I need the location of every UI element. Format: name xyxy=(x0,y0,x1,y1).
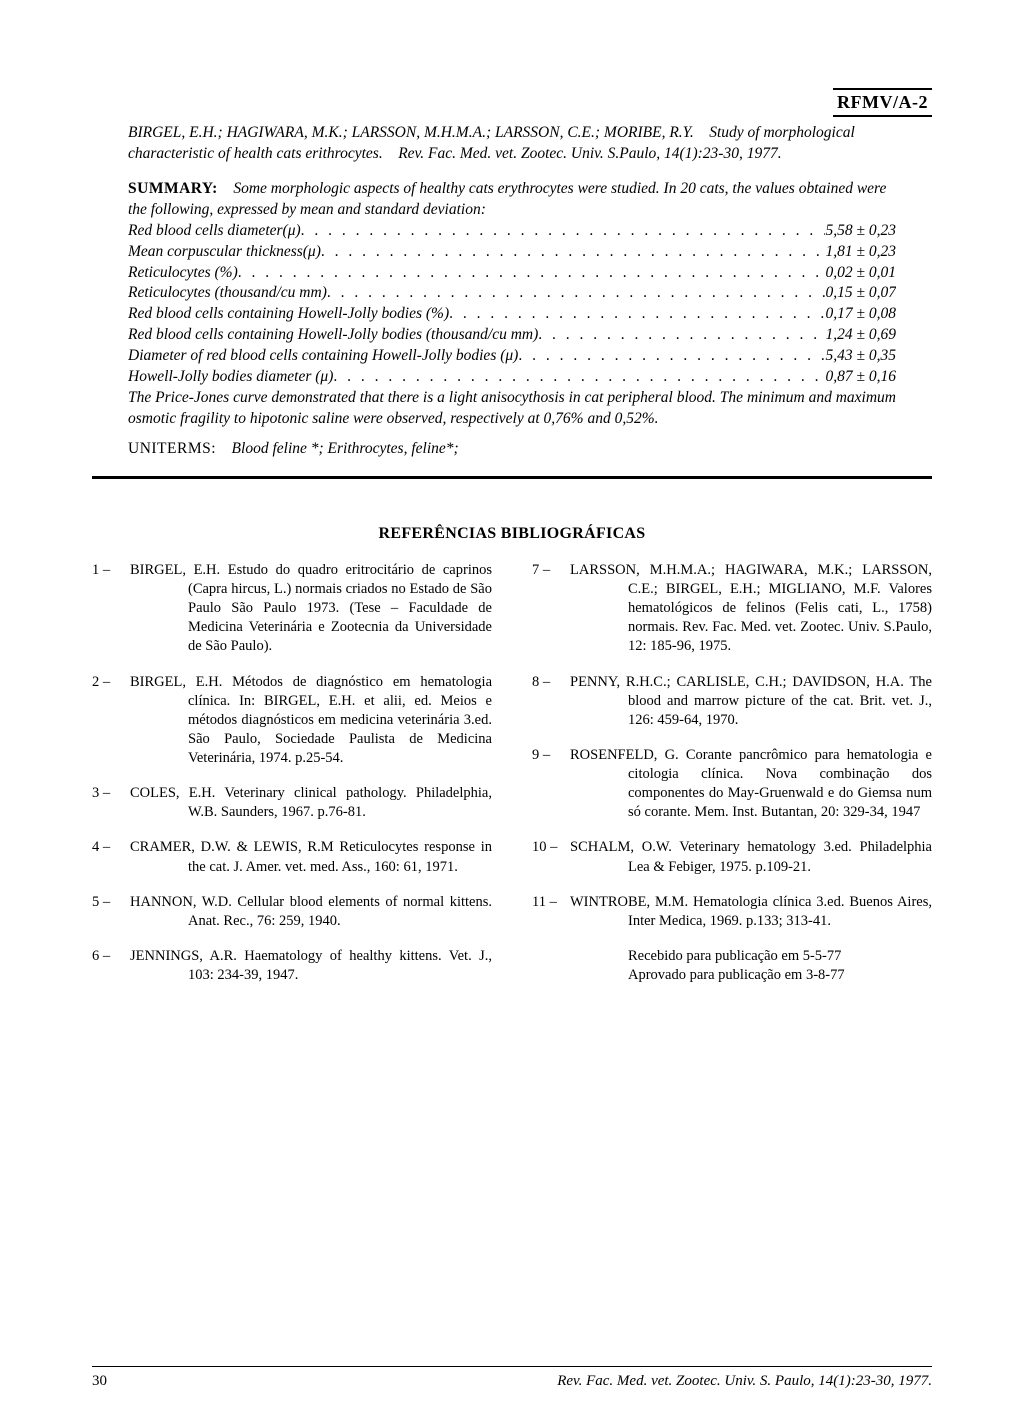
dot-leader: . . . . . . . . . . . . . . . . . . . . … xyxy=(321,242,826,263)
summary-intro: Some morphologic aspects of healthy cats… xyxy=(128,180,886,218)
reference-item: 4 –CRAMER, D.W. & LEWIS, R.M Reticulocyt… xyxy=(92,838,492,876)
footer: 30 Rev. Fac. Med. vet. Zootec. Univ. S. … xyxy=(92,1366,932,1390)
dot-leader: . . . . . . . . . . . . . . . . . . . . … xyxy=(301,221,826,242)
summary-intro-line: SUMMARY: Some morphologic aspects of hea… xyxy=(128,179,896,221)
summary-row: Red blood cells containing Howell-Jolly … xyxy=(128,325,896,346)
reference-text: LARSSON, M.H.M.A.; HAGIWARA, M.K.; LARSS… xyxy=(570,561,932,657)
approved-line: Aprovado para publicação em 3-8-77 xyxy=(628,966,932,985)
uniterms-label: UNITERMS: xyxy=(128,440,216,457)
reference-number: 9 – xyxy=(532,746,570,823)
reference-number: 8 – xyxy=(532,673,570,730)
dot-leader: . . . . . . . . . . . . . . . . . . . . … xyxy=(238,263,826,284)
summary-row: Diameter of red blood cells containing H… xyxy=(128,346,896,367)
summary-row-label: Diameter of red blood cells containing H… xyxy=(128,346,518,367)
citation-authors: BIRGEL, E.H.; HAGIWARA, M.K.; LARSSON, M… xyxy=(128,124,694,141)
summary-row-value: 0,02 ± 0,01 xyxy=(825,263,896,284)
summary-row: Red blood cells diameter(μ) . . . . . . … xyxy=(128,221,896,242)
header-code: RFMV/A-2 xyxy=(833,88,932,117)
reference-item: 7 –LARSSON, M.H.M.A.; HAGIWARA, M.K.; LA… xyxy=(532,561,932,657)
summary-row-label: Howell-Jolly bodies diameter (μ) xyxy=(128,367,333,388)
reference-number: 6 – xyxy=(92,947,130,985)
summary-row-label: Red blood cells containing Howell-Jolly … xyxy=(128,325,538,346)
summary-row-label: Reticulocytes (thousand/cu mm) xyxy=(128,283,327,304)
dot-leader: . . . . . . . . . . . . . . . . . . . . … xyxy=(449,304,825,325)
page: RFMV/A-2 BIRGEL, E.H.; HAGIWARA, M.K.; L… xyxy=(0,0,1024,1418)
summary-row-label: Red blood cells diameter(μ) xyxy=(128,221,301,242)
reference-number: 5 – xyxy=(92,893,130,931)
summary-row-value: 0,87 ± 0,16 xyxy=(825,367,896,388)
dot-leader: . . . . . . . . . . . . . . . . . . . . … xyxy=(518,346,825,367)
divider xyxy=(92,476,932,479)
references-right-column: 7 –LARSSON, M.H.M.A.; HAGIWARA, M.K.; LA… xyxy=(532,561,932,1001)
summary-row: Howell-Jolly bodies diameter (μ) . . . .… xyxy=(128,367,896,388)
dot-leader: . . . . . . . . . . . . . . . . . . . . … xyxy=(333,367,825,388)
reference-item: 10 –SCHALM, O.W. Veterinary hematology 3… xyxy=(532,838,932,876)
references-title: REFERÊNCIAS BIBLIOGRÁFICAS xyxy=(92,525,932,543)
reference-text: PENNY, R.H.C.; CARLISLE, C.H.; DAVIDSON,… xyxy=(570,673,932,730)
reference-number: 11 – xyxy=(532,893,570,931)
summary-row-value: 0,17 ± 0,08 xyxy=(825,304,896,325)
dot-leader: . . . . . . . . . . . . . . . . . . . . … xyxy=(327,283,826,304)
uniterms: UNITERMS: Blood feline *; Erithrocytes, … xyxy=(92,440,932,458)
footer-citation: Rev. Fac. Med. vet. Zootec. Univ. S. Pau… xyxy=(557,1373,932,1390)
reference-text: CRAMER, D.W. & LEWIS, R.M Reticulocytes … xyxy=(130,838,492,876)
summary-row: Reticulocytes (%) . . . . . . . . . . . … xyxy=(128,263,896,284)
summary-rows: Red blood cells diameter(μ) . . . . . . … xyxy=(128,221,896,388)
summary-row-value: 5,43 ± 0,35 xyxy=(825,346,896,367)
dot-leader: . . . . . . . . . . . . . . . . . . . . … xyxy=(538,325,825,346)
citation-block: BIRGEL, E.H.; HAGIWARA, M.K.; LARSSON, M… xyxy=(92,123,932,165)
reference-item: 11 –WINTROBE, M.M. Hematologia clínica 3… xyxy=(532,893,932,931)
summary-row-value: 1,81 ± 0,23 xyxy=(825,242,896,263)
summary-row-label: Mean corpuscular thickness(μ) xyxy=(128,242,321,263)
reference-text: ROSENFELD, G. Corante pancrômico para he… xyxy=(570,746,932,823)
references-left-column: 1 –BIRGEL, E.H. Estudo do quadro eritroc… xyxy=(92,561,492,1001)
summary-row: Red blood cells containing Howell-Jolly … xyxy=(128,304,896,325)
summary-row: Mean corpuscular thickness(μ) . . . . . … xyxy=(128,242,896,263)
reference-text: HANNON, W.D. Cellular blood elements of … xyxy=(130,893,492,931)
references: 1 –BIRGEL, E.H. Estudo do quadro eritroc… xyxy=(92,561,932,1001)
reference-text: COLES, E.H. Veterinary clinical patholog… xyxy=(130,784,492,822)
summary-row-label: Red blood cells containing Howell-Jolly … xyxy=(128,304,449,325)
received-line: Recebido para publicação em 5-5-77 xyxy=(628,947,932,966)
reference-item: 1 –BIRGEL, E.H. Estudo do quadro eritroc… xyxy=(92,561,492,657)
summary-row-value: 0,15 ± 0,07 xyxy=(825,283,896,304)
summary-row: Reticulocytes (thousand/cu mm) . . . . .… xyxy=(128,283,896,304)
summary-block: SUMMARY: Some morphologic aspects of hea… xyxy=(92,179,932,430)
reference-item: 9 –ROSENFELD, G. Corante pancrômico para… xyxy=(532,746,932,823)
reference-number: 4 – xyxy=(92,838,130,876)
reference-number: 10 – xyxy=(532,838,570,876)
reference-number: 2 – xyxy=(92,673,130,769)
reference-item: 8 –PENNY, R.H.C.; CARLISLE, C.H.; DAVIDS… xyxy=(532,673,932,730)
reference-number: 3 – xyxy=(92,784,130,822)
summary-tail: The Price-Jones curve demonstrated that … xyxy=(128,388,896,430)
received-block: Recebido para publicação em 5-5-77Aprova… xyxy=(532,947,932,985)
reference-text: WINTROBE, M.M. Hematologia clínica 3.ed.… xyxy=(570,893,932,931)
reference-number: 7 – xyxy=(532,561,570,657)
summary-row-value: 5,58 ± 0,23 xyxy=(825,221,896,242)
reference-text: BIRGEL, E.H. Estudo do quadro eritrocitá… xyxy=(130,561,492,657)
summary-row-label: Reticulocytes (%) xyxy=(128,263,238,284)
reference-text: SCHALM, O.W. Veterinary hematology 3.ed.… xyxy=(570,838,932,876)
reference-text: BIRGEL, E.H. Métodos de diagnóstico em h… xyxy=(130,673,492,769)
header-code-wrap: RFMV/A-2 xyxy=(92,88,932,117)
reference-item: 3 –COLES, E.H. Veterinary clinical patho… xyxy=(92,784,492,822)
reference-item: 5 –HANNON, W.D. Cellular blood elements … xyxy=(92,893,492,931)
summary-row-value: 1,24 ± 0,69 xyxy=(825,325,896,346)
reference-item: 2 –BIRGEL, E.H. Métodos de diagnóstico e… xyxy=(92,673,492,769)
reference-number: 1 – xyxy=(92,561,130,657)
reference-text: JENNINGS, A.R. Haematology of healthy ki… xyxy=(130,947,492,985)
citation-journal: Rev. Fac. Med. vet. Zootec. Univ. S.Paul… xyxy=(398,145,781,162)
summary-label: SUMMARY: xyxy=(128,180,218,197)
page-number: 30 xyxy=(92,1373,107,1390)
reference-item: 6 –JENNINGS, A.R. Haematology of healthy… xyxy=(92,947,492,985)
uniterms-text: Blood feline *; Erithrocytes, feline*; xyxy=(232,440,459,457)
